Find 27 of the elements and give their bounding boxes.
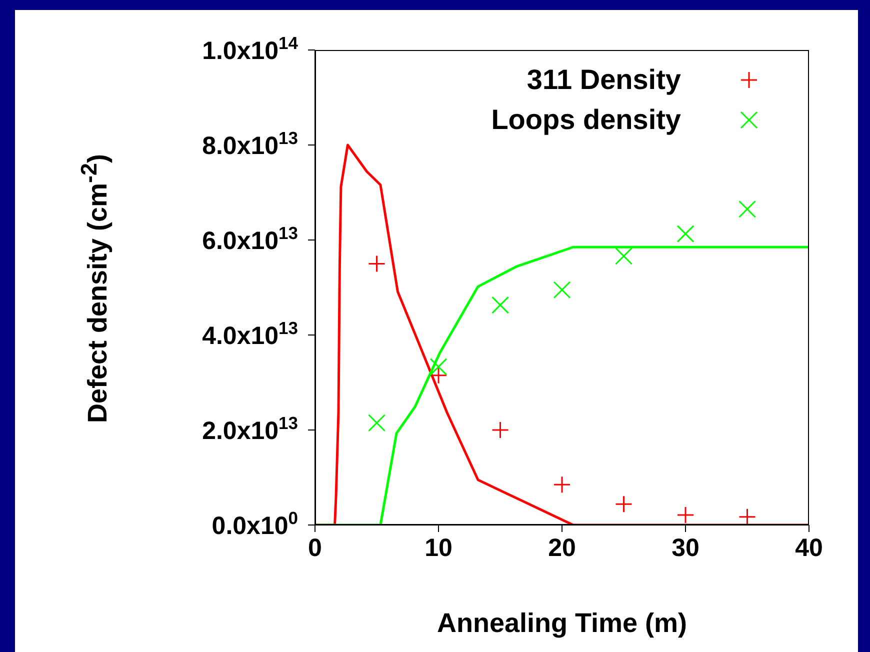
y-tick-label: 0.0x10$^{0}$ (212, 508, 298, 540)
point (676, 225, 694, 243)
point (553, 281, 571, 299)
y-tick-label: 1.0x10$^{14}$ (202, 33, 298, 65)
point (615, 247, 632, 265)
y-tick-label: 8.0x10$^{13}$ (202, 128, 298, 160)
legend-label: 311 Density (526, 63, 681, 97)
x-tick-label: 10 (424, 534, 452, 562)
y-tick-label: 4.0x10$^{13}$ (202, 318, 298, 350)
x-tick-label: 40 (795, 534, 823, 562)
point (738, 508, 756, 525)
legend-label: Loops density (491, 103, 681, 137)
x-tick-label: 0 (308, 534, 322, 562)
y-tick-label: 2.0x10$^{13}$ (202, 413, 298, 445)
point (492, 421, 509, 439)
point (368, 255, 386, 272)
y-tick-label: 6.0x10$^{13}$ (202, 223, 298, 255)
point (738, 200, 756, 218)
point (615, 495, 632, 513)
point (430, 358, 448, 376)
point (492, 296, 509, 314)
x-axis-title: Annealing Time (m) (436, 608, 688, 639)
x-tick-label: 20 (548, 534, 576, 562)
x-tick-label: 30 (672, 534, 700, 562)
point (553, 476, 571, 494)
point (676, 506, 694, 524)
point (368, 414, 386, 432)
